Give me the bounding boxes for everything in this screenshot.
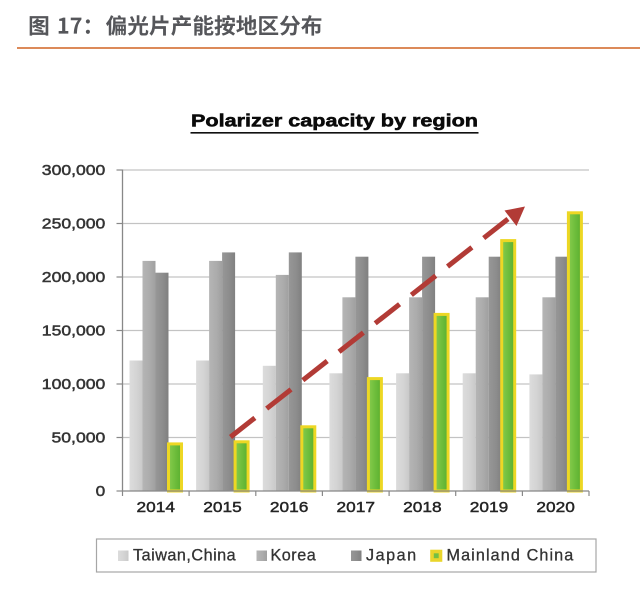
svg-text:150,000: 150,000	[42, 322, 106, 339]
svg-text:Korea: Korea	[271, 547, 317, 565]
svg-text:2016: 2016	[270, 499, 309, 516]
svg-text:2019: 2019	[470, 499, 509, 516]
svg-text:50,000: 50,000	[52, 429, 106, 446]
svg-text:100,000: 100,000	[42, 376, 106, 393]
svg-text:Mainland China: Mainland China	[447, 547, 575, 565]
svg-text:Taiwan,China: Taiwan,China	[133, 547, 236, 565]
svg-text:2015: 2015	[203, 499, 242, 516]
svg-text:300,000: 300,000	[42, 162, 106, 179]
svg-text:Japan: Japan	[366, 547, 418, 565]
svg-text:2014: 2014	[137, 499, 176, 516]
svg-text:2018: 2018	[403, 499, 442, 516]
svg-text:200,000: 200,000	[42, 269, 106, 286]
svg-text:2017: 2017	[337, 499, 376, 516]
svg-text:250,000: 250,000	[42, 215, 106, 232]
svg-text:Polarizer capacity by region: Polarizer capacity by region	[191, 111, 478, 131]
svg-text:0: 0	[96, 483, 106, 500]
svg-text:2020: 2020	[536, 499, 575, 516]
